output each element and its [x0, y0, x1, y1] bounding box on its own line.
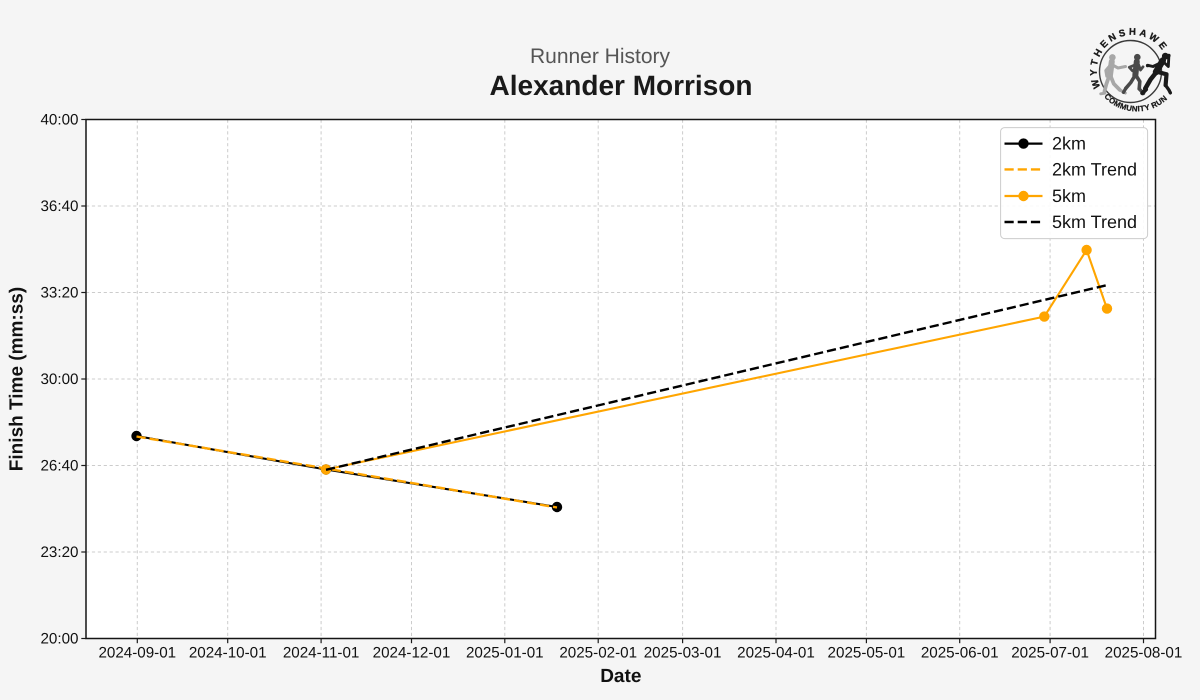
- svg-text:Date: Date: [600, 666, 641, 687]
- svg-text:Finish Time (mm:ss): Finish Time (mm:ss): [7, 287, 28, 471]
- svg-text:5km Trend: 5km Trend: [1052, 212, 1137, 232]
- svg-text:2025-08-01: 2025-08-01: [1105, 645, 1183, 662]
- svg-text:2025-06-01: 2025-06-01: [921, 645, 999, 662]
- svg-text:20:00: 20:00: [40, 631, 78, 648]
- svg-text:2024-10-01: 2024-10-01: [189, 645, 267, 662]
- svg-text:2024-12-01: 2024-12-01: [373, 645, 451, 662]
- svg-text:36:40: 36:40: [40, 198, 78, 215]
- svg-text:40:00: 40:00: [40, 112, 78, 129]
- svg-text:2km: 2km: [1052, 134, 1086, 154]
- svg-text:2025-01-01: 2025-01-01: [466, 645, 544, 662]
- svg-text:2025-03-01: 2025-03-01: [644, 645, 722, 662]
- svg-text:2km Trend: 2km Trend: [1052, 159, 1137, 179]
- svg-text:30:00: 30:00: [40, 371, 78, 388]
- svg-text:2024-11-01: 2024-11-01: [283, 645, 360, 662]
- svg-text:2025-02-01: 2025-02-01: [559, 645, 637, 662]
- svg-text:23:20: 23:20: [40, 544, 78, 561]
- svg-text:2025-05-01: 2025-05-01: [828, 645, 906, 662]
- svg-text:2025-07-01: 2025-07-01: [1011, 645, 1089, 662]
- svg-text:33:20: 33:20: [40, 285, 78, 302]
- svg-text:5km: 5km: [1052, 186, 1086, 206]
- svg-text:26:40: 26:40: [40, 458, 78, 475]
- svg-text:Alexander Morrison: Alexander Morrison: [490, 70, 753, 101]
- svg-text:2025-04-01: 2025-04-01: [737, 645, 815, 662]
- svg-text:2024-09-01: 2024-09-01: [98, 645, 176, 662]
- svg-text:Runner History: Runner History: [530, 45, 671, 68]
